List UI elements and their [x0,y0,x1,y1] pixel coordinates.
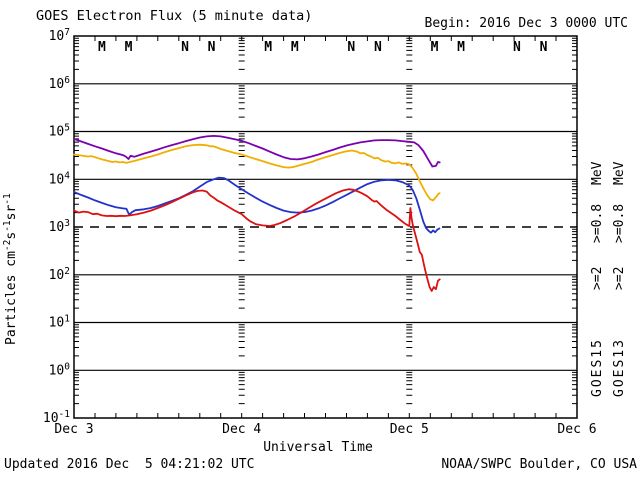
updated-timestamp: Updated 2016 Dec 5 04:21:02 UTC [4,457,255,472]
midnight-marker: M [431,40,439,55]
legend-ge08-label: >=0.8 [612,204,627,243]
legend-satellite-name: GOES15 [590,338,605,397]
midnight-marker: M [98,40,106,55]
series-goes15-e08 [73,135,441,168]
legend-ge2-label: >=2 [590,267,605,290]
midnight-marker: M [264,40,272,55]
noon-marker: N [347,40,355,55]
y-tick-label: 104 [49,170,71,187]
legend-ge08-label: >=0.8 [590,204,605,243]
x-tick-label: Dec 3 [54,422,93,437]
noon-marker: N [374,40,382,55]
x-axis-title: Universal Time [263,440,373,455]
midnight-marker: M [457,40,465,55]
legend-mev-label: MeV [612,161,627,185]
x-tick-label: Dec 6 [557,422,596,437]
noon-marker: N [181,40,189,55]
midnight-marker: M [291,40,299,55]
series-goes13-e2 [73,188,441,292]
legend-mev-label: MeV [590,161,605,185]
x-tick-label: Dec 5 [390,422,429,437]
hour-ticks [94,36,557,418]
noon-marker: N [540,40,548,55]
y-tick-label: 101 [49,314,71,331]
y-tick-label: 105 [49,123,70,140]
legend-satellite-name: GOES13 [612,338,627,397]
y-tick-label: 107 [49,27,70,44]
plot-frame [73,35,578,419]
y-axis-title: Particles cm-2s-1sr-1 [2,193,19,345]
x-tick-label: Dec 4 [222,422,261,437]
day-boundary-dotted-lines [238,37,413,405]
log-minor-ticks [74,37,577,405]
y-tick-label: 102 [49,266,70,283]
begin-time-label: Begin: 2016 Dec 3 0000 UTC [424,16,629,31]
noon-marker: N [208,40,216,55]
legend-ge2-label: >=2 [612,267,627,290]
midnight-marker: M [125,40,133,55]
y-tick-label: 103 [49,218,70,235]
noon-marker: N [513,40,521,55]
y-tick-label: 106 [49,75,71,92]
series-goes13-e08 [73,143,441,202]
y-tick-label: 100 [49,361,71,378]
page-title: GOES Electron Flux (5 minute data) [36,8,313,24]
source-org-label: NOAA/SWPC Boulder, CO USA [441,457,637,472]
series-goes15-e2 [73,176,441,234]
